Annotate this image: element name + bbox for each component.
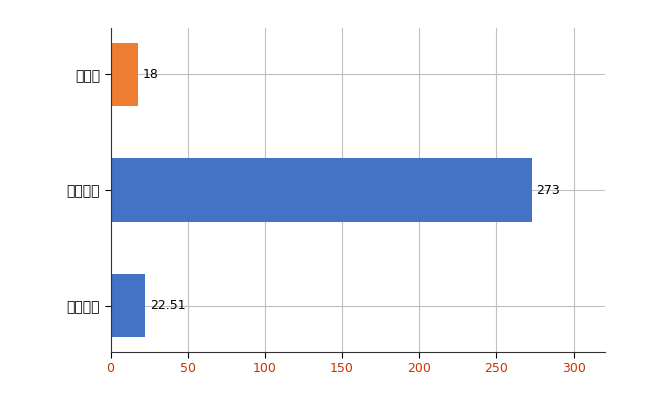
Text: 18: 18	[143, 68, 159, 81]
Bar	[111, 43, 138, 106]
Text: 22.51: 22.51	[150, 299, 185, 312]
Bar	[111, 158, 532, 222]
Text: 273: 273	[537, 184, 560, 196]
Bar	[111, 274, 145, 337]
